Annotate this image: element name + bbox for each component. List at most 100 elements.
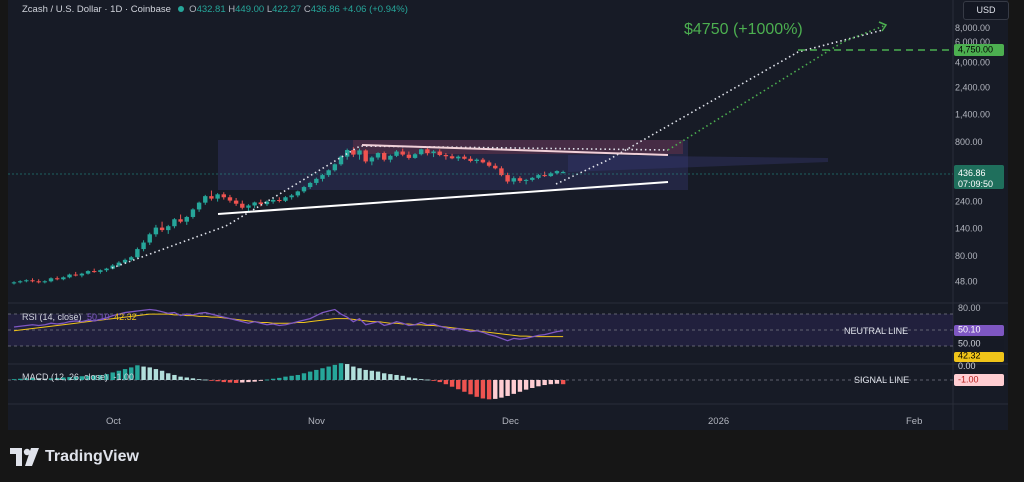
close-label: C: [303, 4, 311, 15]
rsi-legend[interactable]: RSI (14, close) 50.10 42.32: [22, 312, 137, 322]
candle-body: [61, 277, 66, 280]
last-price-badge-bg: [954, 165, 1004, 189]
macd-histogram-bar: [98, 374, 103, 380]
price-tick-label: 140.00: [955, 223, 983, 233]
candle-body: [351, 150, 356, 155]
price-tick-label: 800.00: [955, 137, 983, 147]
candle-body: [542, 175, 547, 177]
candle-body: [400, 151, 405, 155]
chart-svg[interactable]: 8,000.00 6,000.00 4,000.00 2,400.00 1,400.00…: [8, 0, 1008, 430]
macd-histogram-bar: [79, 376, 85, 380]
macd-histogram-bar: [24, 378, 29, 380]
live-dot-icon: [177, 6, 184, 13]
macd-histogram-bar: [221, 380, 226, 383]
candle-body: [270, 199, 276, 202]
macd-histogram-bar: [116, 370, 122, 380]
candle-body: [499, 168, 504, 176]
candle-body: [233, 200, 239, 204]
macd-histogram-bar: [344, 364, 350, 380]
macd-histogram-bar: [530, 380, 535, 388]
macd-histogram-bar: [369, 370, 375, 380]
candle-body: [209, 196, 214, 199]
chart-area[interactable]: 8,000.00 6,000.00 4,000.00 2,400.00 1,400.00…: [8, 0, 1009, 430]
macd-histogram-bar: [92, 375, 97, 380]
candle-body: [369, 157, 375, 162]
rsi-badge: 50.10: [958, 325, 981, 335]
macd-label: MACD (12, 26, close): [22, 372, 109, 382]
macd-histogram-bar: [184, 377, 189, 380]
tradingview-logo[interactable]: TradingView: [10, 446, 139, 468]
candle-body: [166, 226, 171, 231]
candle-body: [480, 159, 486, 163]
macd-histogram-bar: [42, 378, 48, 380]
rsi-label: RSI (14, close): [22, 312, 82, 322]
macd-histogram-bar: [147, 367, 152, 380]
macd-histogram-bar: [437, 380, 442, 383]
price-tick-label: 8,000.00: [955, 23, 990, 33]
macd-histogram-bar: [270, 378, 276, 380]
macd-value: -1.00: [113, 372, 135, 382]
candle-body: [104, 268, 109, 271]
candle-body: [295, 191, 301, 196]
candle-body: [141, 242, 146, 250]
candle-body: [184, 216, 189, 222]
macd-badge-bg: [954, 374, 1004, 386]
macd-histogram-bar: [203, 379, 208, 381]
macd-histogram-bar: [486, 380, 492, 400]
macd-zero-label: 0.00: [958, 361, 976, 371]
macd-histogram-bar: [375, 371, 381, 380]
brand-name: TradingView: [45, 448, 139, 465]
macd-histogram-bar: [419, 379, 424, 380]
candle-body: [264, 201, 270, 205]
candle-body: [30, 280, 35, 282]
candle-body: [116, 262, 122, 266]
macd-histogram-bar: [73, 376, 78, 380]
candle-body: [406, 154, 412, 158]
macd-histogram-bar: [54, 377, 60, 380]
candle-body: [172, 219, 177, 227]
candle-body: [42, 281, 48, 283]
macd-histogram-bar: [209, 380, 214, 381]
macd-histogram-bar: [517, 380, 523, 392]
candle-body: [332, 164, 338, 171]
macd-histogram-bar: [480, 380, 486, 399]
candle-body: [24, 280, 29, 282]
candle-body: [85, 271, 91, 274]
candle-body: [388, 155, 393, 160]
macd-histogram-bar: [252, 380, 257, 382]
macd-histogram-bar: [542, 380, 547, 386]
macd-histogram-bar: [110, 372, 115, 380]
symbol-title[interactable]: Zcash / U.S. Dollar · 1D · Coinbase: [22, 4, 171, 15]
candle-body: [277, 199, 282, 201]
macd-histogram-bar: [159, 370, 165, 380]
macd-histogram-bar: [104, 374, 109, 380]
candle-body: [67, 274, 72, 278]
macd-histogram-bar: [307, 371, 313, 380]
macd-histogram-bar: [233, 380, 239, 383]
last-price-badge: 436.86: [958, 168, 986, 178]
support-trendline: [217, 181, 669, 215]
candle-body: [536, 175, 541, 178]
candle-body: [425, 149, 430, 154]
target-projection-line: [555, 29, 884, 185]
rsi-ma-badge: 42.32: [958, 351, 981, 361]
macd-histogram-bar: [332, 364, 338, 380]
candle-body: [456, 156, 461, 159]
signal-line-label: SIGNAL LINE: [854, 375, 909, 385]
macd-histogram-bar: [554, 380, 560, 384]
macd-histogram-bar: [400, 375, 405, 380]
price-tick-label: 48.00: [955, 276, 978, 286]
rsi-tick-label: 80.00: [958, 303, 981, 313]
macd-histogram-bar: [523, 380, 529, 390]
macd-histogram-bar: [462, 380, 467, 392]
macd-legend[interactable]: MACD (12, 26, close) -1.00: [22, 372, 134, 382]
currency-button[interactable]: USD: [963, 1, 1009, 20]
rsi-ma-badge-bg: [954, 352, 1004, 362]
price-tick-label: 6,000.00: [955, 37, 990, 47]
macd-histogram-bar: [172, 374, 177, 380]
target-projection-green: [667, 24, 887, 151]
candle-body: [437, 151, 442, 156]
candle-body: [215, 194, 220, 199]
macd-histogram-bar: [499, 380, 504, 398]
